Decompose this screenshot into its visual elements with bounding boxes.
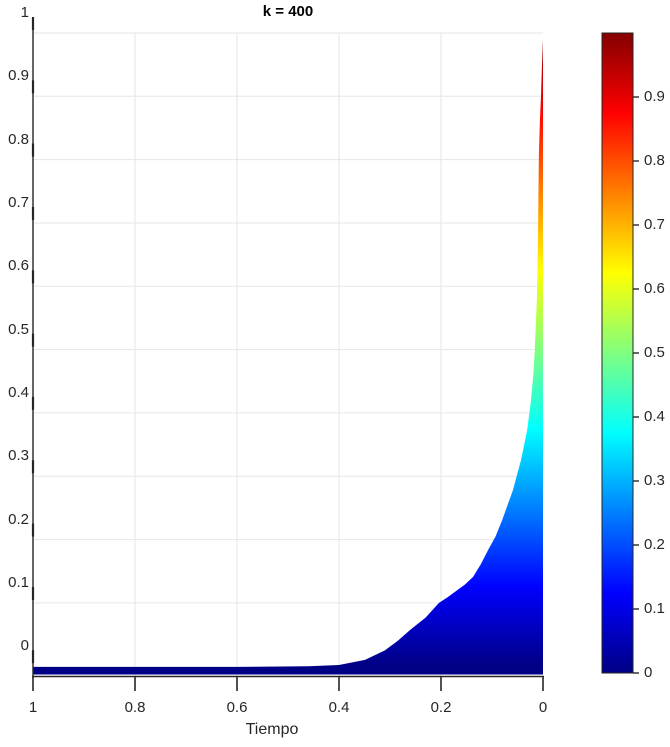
y-tick-label: 0.4 xyxy=(8,383,29,401)
solution-area xyxy=(33,39,543,675)
x-tick-label: 0.4 xyxy=(328,699,350,716)
x-tick-label: 0.8 xyxy=(124,699,146,716)
y-tick-label: 0 xyxy=(20,637,29,655)
y-tick-label: 0.3 xyxy=(8,447,29,465)
y-tick-label: 0.1 xyxy=(8,573,29,591)
chart-title: k = 400 xyxy=(262,3,314,20)
x-tick-label: 0 xyxy=(538,699,548,716)
colorbar-tick-label: 0.5 xyxy=(644,344,665,361)
y-tick-label: 1 xyxy=(20,4,29,21)
colorbar-tick-label: 0.4 xyxy=(644,408,665,425)
colorbar xyxy=(601,32,634,674)
x-tick-label: 1 xyxy=(28,699,38,716)
y-tick-label: 0.2 xyxy=(8,510,29,528)
colorbar-tick-label: 0.8 xyxy=(644,152,665,169)
x-axis-label: Tiempo xyxy=(245,721,299,738)
y-tick-label: 0.9 xyxy=(8,67,29,85)
colorbar-tick-label: 0.3 xyxy=(644,472,665,489)
y-tick-label: 0.5 xyxy=(8,320,29,338)
y-tick-label: 0.6 xyxy=(8,257,29,275)
x-tick-label: 0.6 xyxy=(226,699,248,716)
colorbar-tick-label: 0.6 xyxy=(644,280,665,297)
colorbar-tick-label: 0.2 xyxy=(644,536,665,553)
x-tick-label: 0.2 xyxy=(430,699,452,716)
y-tick-label: 0.7 xyxy=(8,193,29,211)
y-tick-label: 0.8 xyxy=(8,130,29,148)
colorbar-tick-label: 0 xyxy=(644,664,653,681)
colorbar-tick-label: 0.7 xyxy=(644,216,665,233)
colorbar-tick-label: 0.1 xyxy=(644,600,665,617)
colorbar-tick-label: 0.9 xyxy=(644,88,665,105)
